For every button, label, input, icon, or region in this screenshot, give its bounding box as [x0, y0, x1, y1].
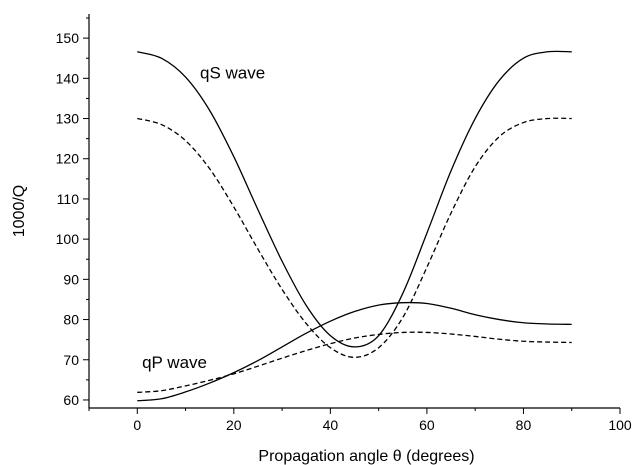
- y-tick-label: 90: [63, 271, 79, 287]
- y-tick-label: 140: [56, 70, 80, 86]
- series-line-1: [137, 50, 572, 348]
- annotation-2: qP wave: [142, 353, 207, 372]
- y-tick-label: 150: [56, 30, 80, 46]
- x-tick-label: 20: [226, 417, 242, 433]
- x-tick-label: 0: [133, 417, 141, 433]
- x-tick-label: 60: [419, 417, 435, 433]
- y-axis-title: 1000/Q: [11, 185, 28, 237]
- y-axis: 60 70 80 90 100 110 120 130 140 150: [56, 14, 90, 408]
- x-axis-title: Propagation angle θ (degrees): [258, 448, 474, 465]
- y-tick-label: 120: [56, 151, 80, 167]
- series-line-3: [137, 301, 572, 402]
- annotation-1: qS wave: [200, 63, 265, 82]
- y-tick-label: 70: [63, 352, 79, 368]
- x-tick-label: 40: [323, 417, 339, 433]
- x-axis: 0 20 40 60 80 100: [88, 407, 632, 433]
- series-line-4: [137, 331, 572, 393]
- y-tick-label: 100: [56, 231, 80, 247]
- y-tick-label: 130: [56, 111, 80, 127]
- y-tick-label: 60: [63, 392, 79, 408]
- y-tick-label: 80: [63, 312, 79, 328]
- x-tick-label: 100: [608, 417, 632, 433]
- annotations: qS wave qP wave: [142, 63, 265, 371]
- plot-area: [137, 50, 572, 402]
- series-line-2: [137, 117, 572, 358]
- x-tick-label: 80: [516, 417, 532, 433]
- y-tick-label: 110: [57, 191, 80, 207]
